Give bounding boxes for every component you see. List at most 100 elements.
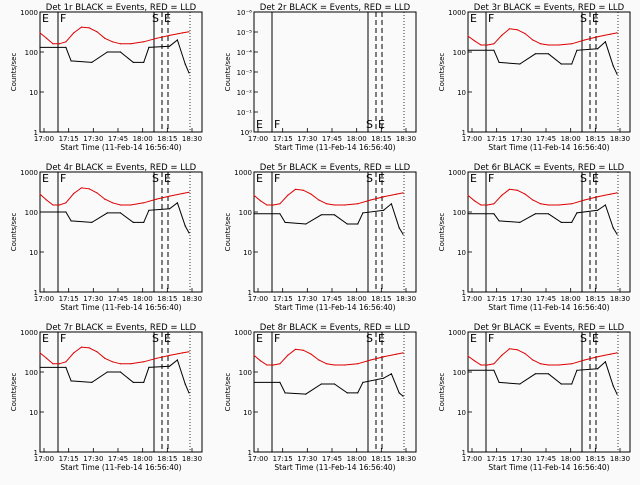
series-point bbox=[106, 212, 108, 214]
series-point bbox=[383, 196, 385, 198]
series-point bbox=[398, 392, 400, 394]
series-point bbox=[39, 352, 41, 354]
series-point bbox=[91, 381, 93, 383]
series-point bbox=[493, 49, 495, 51]
series-point bbox=[396, 193, 398, 195]
series-point bbox=[383, 209, 385, 211]
marker-label-F: F bbox=[488, 332, 494, 345]
series-point bbox=[112, 202, 114, 204]
series-point bbox=[576, 49, 578, 51]
series-point bbox=[188, 232, 190, 234]
marker-label-E2: E bbox=[378, 118, 385, 131]
series-point bbox=[91, 221, 93, 223]
series-point bbox=[188, 351, 190, 353]
marker-label-F: F bbox=[488, 12, 494, 25]
marker-label-E2: E bbox=[164, 332, 171, 345]
series-point bbox=[143, 202, 145, 204]
series-point bbox=[560, 383, 562, 385]
series-point bbox=[130, 363, 132, 365]
series-point bbox=[597, 36, 599, 38]
x-tick-label: 17:00 bbox=[462, 295, 482, 303]
series-point bbox=[532, 359, 534, 361]
x-tick-label: 17:30 bbox=[297, 295, 317, 303]
series-point bbox=[119, 212, 121, 214]
y-tick-label: 1 bbox=[248, 289, 252, 297]
series-point bbox=[104, 198, 106, 200]
series-line-events bbox=[468, 40, 618, 75]
x-tick-label: 18:00 bbox=[561, 455, 581, 463]
series-point bbox=[493, 363, 495, 365]
series-point bbox=[402, 233, 404, 235]
series-point bbox=[370, 199, 372, 201]
series-point bbox=[253, 194, 255, 196]
series-point bbox=[516, 189, 518, 191]
series-point bbox=[266, 204, 268, 206]
x-tick-label: 18:30 bbox=[182, 135, 202, 143]
marker-label-E: E bbox=[256, 172, 263, 185]
series-point bbox=[534, 373, 537, 375]
series-point bbox=[473, 40, 476, 42]
x-tick-label: 17:45 bbox=[108, 135, 128, 143]
x-tick-label: 17:30 bbox=[83, 295, 103, 303]
x-tick-label: 18:15 bbox=[157, 135, 177, 143]
series-point bbox=[305, 393, 307, 395]
series-point bbox=[534, 213, 537, 215]
series-point bbox=[182, 352, 184, 354]
series-point bbox=[576, 369, 578, 371]
plot-frame bbox=[467, 11, 631, 133]
x-axis-label: Start Time (11-Feb-14 16:56:40) bbox=[274, 303, 395, 312]
x-tick-label: 17:15 bbox=[487, 295, 507, 303]
series-point bbox=[604, 204, 607, 206]
x-tick-label: 18:00 bbox=[561, 295, 581, 303]
series-point bbox=[486, 364, 488, 366]
x-tick-label: 17:00 bbox=[34, 295, 54, 303]
y-tick-label: 100 bbox=[25, 369, 38, 377]
y-tick-label: 1 bbox=[34, 449, 38, 457]
x-axis-label: Start Time (11-Feb-14 16:56:40) bbox=[60, 143, 181, 152]
y-tick-label: 1000 bbox=[448, 9, 466, 17]
series-point bbox=[130, 43, 132, 45]
series-point bbox=[396, 353, 398, 355]
series-point bbox=[610, 353, 612, 355]
series-point bbox=[610, 33, 612, 35]
series-point bbox=[571, 363, 573, 365]
y-tick-label: 1000 bbox=[448, 169, 466, 177]
marker-label-S: S bbox=[152, 172, 159, 185]
series-point bbox=[540, 203, 542, 205]
series-point bbox=[584, 359, 586, 361]
series-point bbox=[176, 39, 178, 41]
series-point bbox=[344, 364, 346, 366]
series-point bbox=[294, 188, 297, 190]
series-point bbox=[88, 188, 90, 190]
y-tick-label: 1 bbox=[34, 289, 38, 297]
x-tick-label: 18:30 bbox=[610, 295, 630, 303]
x-tick-label: 18:00 bbox=[133, 455, 153, 463]
series-point bbox=[320, 383, 322, 385]
marker-label-S: S bbox=[580, 172, 587, 185]
series-point bbox=[498, 61, 500, 64]
y-tick-label: 100 bbox=[453, 209, 466, 217]
detector-panel-5: Det 5r BLACK = Events, RED = LLD Counts/s… bbox=[224, 163, 417, 312]
y-tick-label: 1 bbox=[248, 449, 252, 457]
series-point bbox=[610, 193, 612, 195]
x-tick-label: 17:15 bbox=[273, 135, 293, 143]
series-point bbox=[318, 199, 320, 201]
series-point bbox=[279, 363, 281, 365]
series-line-lld bbox=[39, 26, 190, 45]
series-point bbox=[188, 191, 190, 193]
series-point bbox=[45, 199, 48, 201]
x-tick-label: 18:30 bbox=[396, 455, 416, 463]
series-point bbox=[357, 223, 359, 225]
y-tick-label: 10 bbox=[29, 249, 38, 257]
x-tick-label: 18:30 bbox=[610, 135, 630, 143]
series-point bbox=[148, 46, 150, 49]
series-point bbox=[184, 225, 186, 227]
series-point bbox=[402, 192, 404, 194]
x-tick-label: 18:15 bbox=[371, 295, 391, 303]
series-point bbox=[132, 61, 134, 64]
series-point bbox=[333, 214, 335, 216]
x-tick-label: 17:00 bbox=[462, 455, 482, 463]
series-point bbox=[467, 194, 469, 196]
series-point bbox=[169, 45, 171, 47]
